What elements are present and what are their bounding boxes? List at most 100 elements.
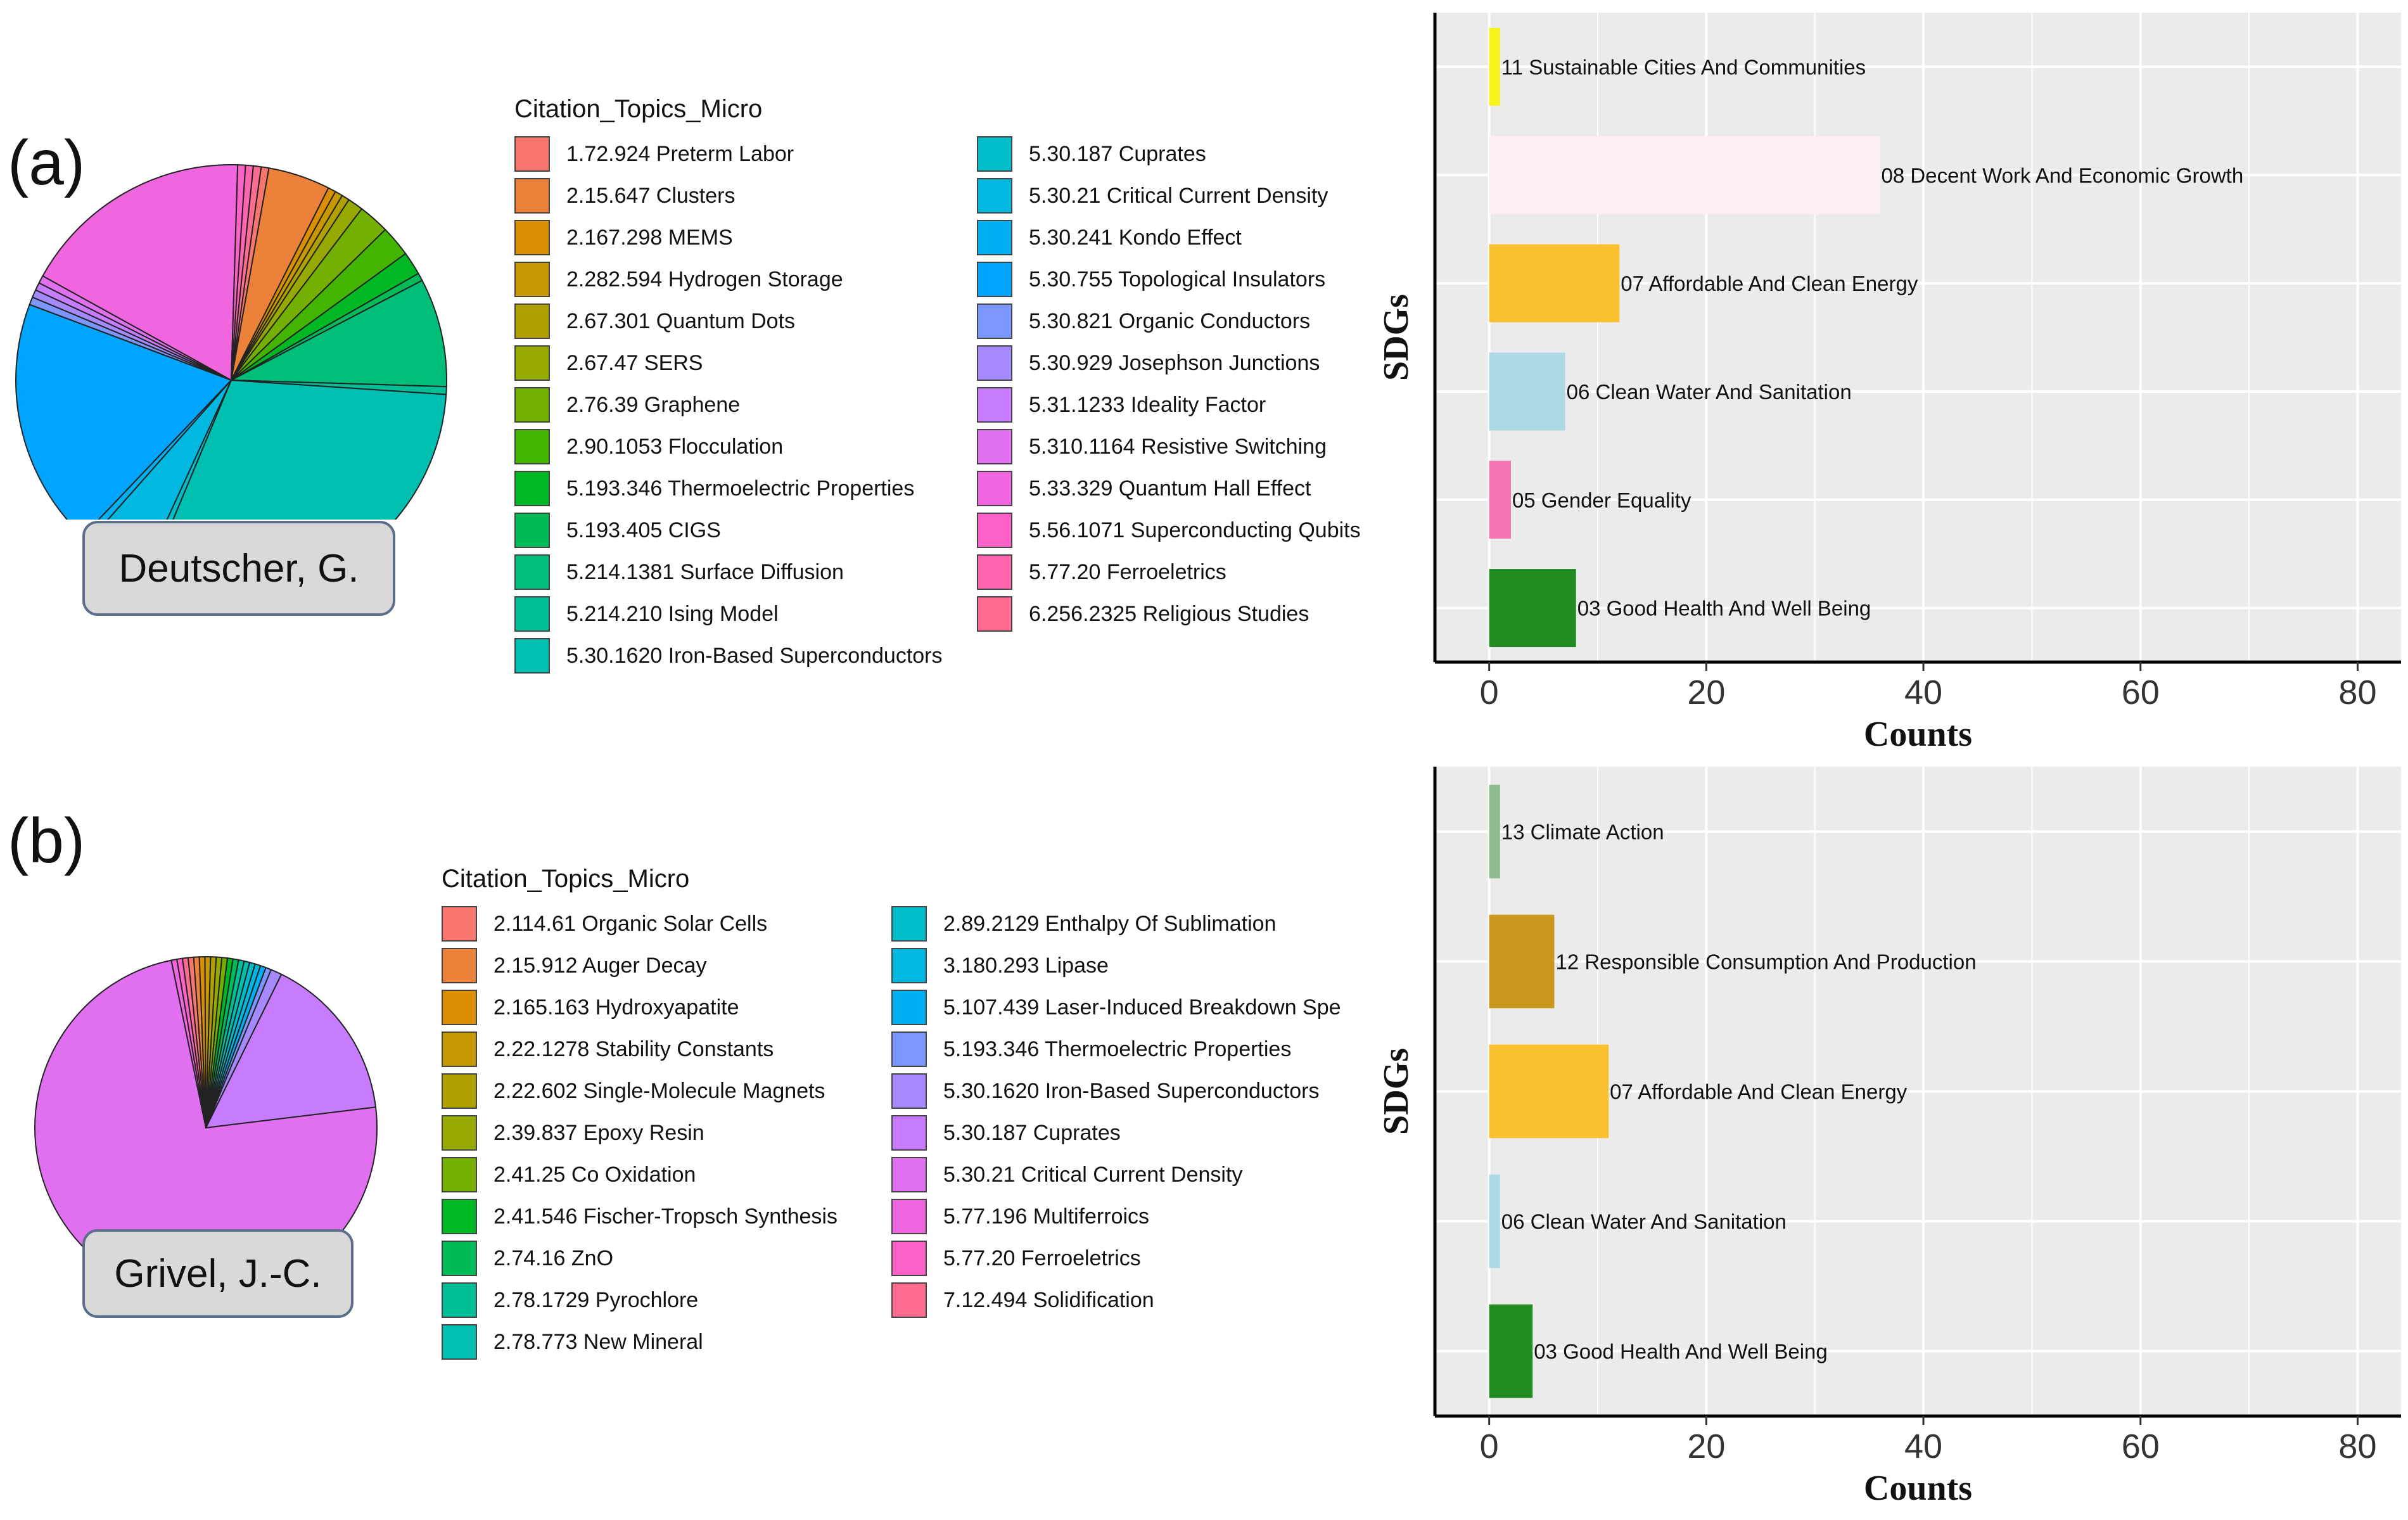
legend-item: 2.76.39 Graphene — [514, 384, 943, 426]
legend-swatch — [514, 554, 550, 590]
bar — [1489, 461, 1511, 539]
legend-swatch — [891, 1199, 927, 1234]
legend-item: 5.30.241 Kondo Effect — [977, 217, 1361, 259]
x-tick-label: 60 — [2122, 674, 2160, 712]
legend-item: 5.56.1071 Superconducting Qubits — [977, 509, 1361, 551]
bar — [1489, 352, 1565, 431]
legend-label: 2.41.546 Fischer-Tropsch Synthesis — [494, 1204, 838, 1229]
legend-swatch — [891, 1031, 927, 1067]
bar — [1489, 1174, 1500, 1268]
legend-label: 5.30.241 Kondo Effect — [1029, 225, 1242, 250]
legend-label: 5.31.1233 Ideality Factor — [1029, 392, 1266, 417]
legend-label: 5.193.346 Thermoelectric Properties — [566, 476, 915, 501]
legend-swatch — [442, 1282, 477, 1318]
legend-label: 2.78.1729 Pyrochlore — [494, 1287, 699, 1312]
legend-label: 2.167.298 MEMS — [566, 225, 733, 250]
legend-swatch — [891, 1282, 927, 1318]
legend-title: Citation_Topics_Micro — [442, 865, 690, 893]
legend-swatch — [891, 1241, 927, 1276]
legend-swatch — [891, 1115, 927, 1151]
legend-column-2: 5.30.187 Cuprates 5.30.21 Critical Curren… — [977, 133, 1361, 635]
legend-label: 2.22.602 Single-Molecule Magnets — [494, 1078, 825, 1103]
pie-slice — [42, 164, 239, 381]
legend-item: 5.77.196 Multiferroics — [891, 1196, 1341, 1237]
legend-swatch — [442, 1031, 477, 1067]
legend-item: 2.78.1729 Pyrochlore — [442, 1279, 838, 1321]
legend-column-1: 1.72.924 Preterm Labor 2.15.647 Clusters 2… — [514, 133, 943, 677]
legend-label: 2.76.39 Graphene — [566, 392, 741, 417]
legend-item: 5.30.1620 Iron-Based Superconductors — [514, 635, 943, 677]
legend-label: 5.77.20 Ferroeletrics — [943, 1246, 1141, 1270]
legend-item: 2.78.773 New Mineral — [442, 1321, 838, 1363]
legend-label: 5.310.1164 Resistive Switching — [1029, 434, 1327, 459]
pie-slice — [34, 959, 378, 1261]
author-label-box: Deutscher, G. — [82, 521, 395, 616]
legend-label: 5.33.329 Quantum Hall Effect — [1029, 476, 1311, 501]
panel-label: (b) — [8, 805, 86, 876]
legend-label: 1.72.924 Preterm Labor — [566, 141, 794, 166]
x-tick-label: 0 — [1480, 674, 1499, 712]
legend-swatch — [514, 638, 550, 674]
legend-swatch — [442, 1115, 477, 1151]
panel-a: (a) Deutscher, G. Citation_Topics_Micro … — [0, 0, 2408, 754]
plot-area — [1435, 13, 2401, 662]
legend-label: 5.56.1071 Superconducting Qubits — [1029, 518, 1361, 542]
legend-label: 2.90.1053 Flocculation — [566, 434, 784, 459]
legend-item: 6.256.2325 Religious Studies — [977, 593, 1361, 635]
legend-item: 5.30.21 Critical Current Density — [891, 1154, 1341, 1196]
pie-slice — [229, 279, 447, 388]
legend-swatch — [891, 906, 927, 942]
legend-item: 5.214.210 Ising Model — [514, 593, 943, 635]
legend-item: 5.30.755 Topological Insulators — [977, 259, 1361, 300]
axes: 0 20 40 60 80 — [1433, 13, 2401, 712]
legend-swatch — [514, 596, 550, 632]
x-tick-label: 80 — [2338, 1427, 2376, 1466]
legend-item: 5.30.1620 Iron-Based Superconductors — [891, 1070, 1341, 1112]
legend-label: 2.15.647 Clusters — [566, 183, 736, 208]
legend-item: 5.193.346 Thermoelectric Properties — [514, 468, 943, 509]
legend-label: 2.282.594 Hydrogen Storage — [566, 267, 843, 291]
legend-label: 5.30.21 Critical Current Density — [1029, 183, 1328, 208]
legend-item: 5.31.1233 Ideality Factor — [977, 384, 1361, 426]
legend-swatch — [514, 387, 550, 423]
legend-label: 5.30.187 Cuprates — [943, 1120, 1121, 1145]
legend-item: 5.30.821 Organic Conductors — [977, 300, 1361, 342]
legend-swatch — [442, 1157, 477, 1192]
legend-label: 5.107.439 Laser-Induced Breakdown Spe — [943, 995, 1341, 1019]
legend-column-1: 2.114.61 Organic Solar Cells 2.15.912 Aug… — [442, 903, 838, 1363]
x-tick-label: 20 — [1687, 1427, 1725, 1466]
legend-swatch — [514, 303, 550, 339]
legend-swatch — [442, 1324, 477, 1360]
legend-swatch — [442, 948, 477, 983]
panel-label: (a) — [8, 127, 86, 198]
legend-swatch — [891, 1073, 927, 1109]
legend-swatch — [977, 178, 1012, 214]
legend-swatch — [891, 948, 927, 983]
legend-swatch — [514, 136, 550, 172]
legend-label: 5.77.20 Ferroeletrics — [1029, 559, 1226, 584]
legend-swatch — [977, 387, 1012, 423]
legend-swatch — [977, 262, 1012, 297]
bar-label: 11 Sustainable Cities And Communities — [1501, 55, 1866, 79]
legend-item: 5.77.20 Ferroeletrics — [891, 1237, 1341, 1279]
author-label-box: Grivel, J.-C. — [82, 1229, 354, 1318]
legend-swatch — [514, 262, 550, 297]
legend-item: 2.22.602 Single-Molecule Magnets — [442, 1070, 838, 1112]
bar — [1489, 569, 1576, 648]
bar-label: 07 Affordable And Clean Energy — [1610, 1080, 1908, 1104]
legend-item: 2.89.2129 Enthalpy Of Sublimation — [891, 903, 1341, 945]
bar — [1489, 1044, 1609, 1139]
legend-swatch — [514, 429, 550, 464]
bar-label: 13 Climate Action — [1501, 821, 1664, 844]
legend-label: 5.214.1381 Surface Diffusion — [566, 559, 844, 584]
legend-swatch — [442, 1073, 477, 1109]
pie-slice — [15, 303, 233, 520]
legend-label: 2.67.47 SERS — [566, 350, 703, 375]
legend-item: 2.39.837 Epoxy Resin — [442, 1112, 838, 1154]
bar-label: 03 Good Health And Well Being — [1577, 597, 1871, 620]
legend-swatch — [977, 596, 1012, 632]
legend-label: 6.256.2325 Religious Studies — [1029, 601, 1309, 626]
legend-swatch — [514, 220, 550, 255]
x-tick-label: 40 — [1904, 674, 1942, 712]
legend-label: 5.193.405 CIGS — [566, 518, 721, 542]
